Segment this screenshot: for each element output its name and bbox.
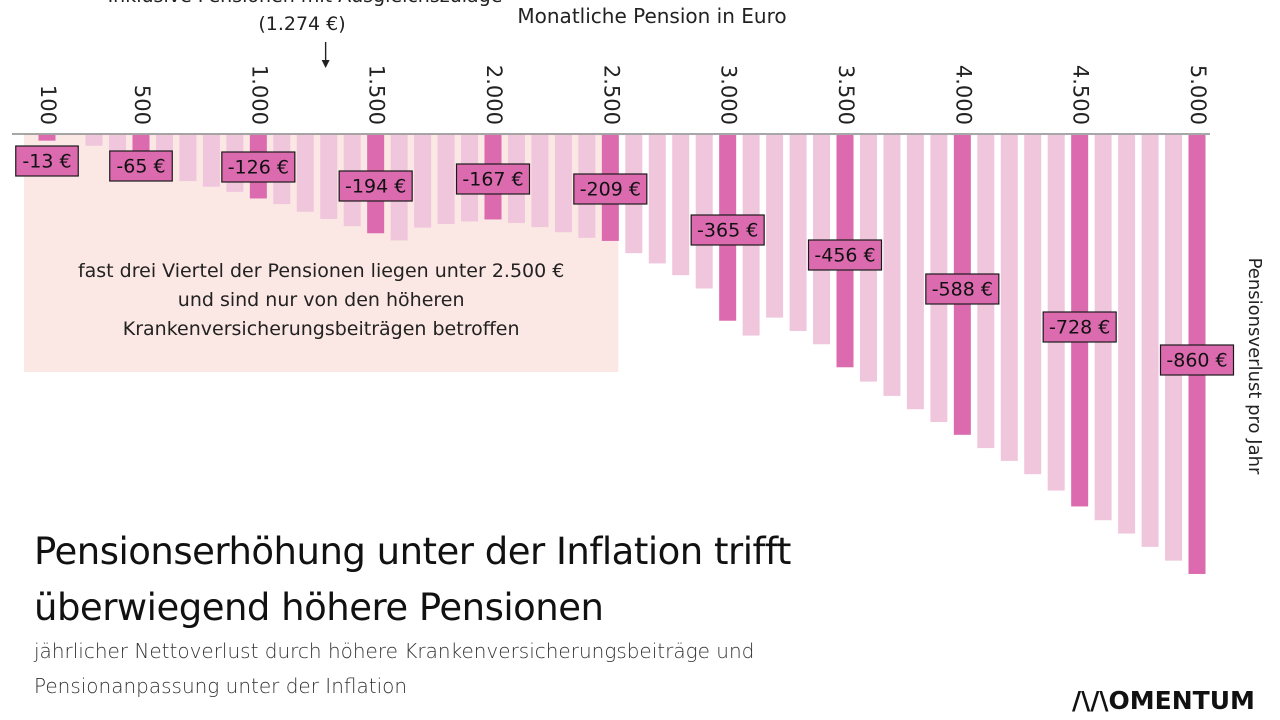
- x-tick-label: 2.000: [482, 65, 506, 125]
- bar: [1024, 135, 1042, 475]
- data-label-text: -194 €: [345, 176, 406, 198]
- data-label: -209 €: [573, 173, 648, 205]
- data-label-box: [807, 239, 883, 271]
- bar: [906, 135, 924, 410]
- bar: [296, 135, 314, 212]
- bar: [883, 135, 901, 396]
- shaded-region-text: und sind nur von den höheren: [178, 289, 465, 311]
- data-label: -126 €: [221, 151, 296, 183]
- bar: [437, 135, 455, 225]
- bar: [672, 135, 690, 276]
- x-tick-label: 3.000: [717, 65, 741, 125]
- bar: [85, 135, 103, 146]
- data-label: -65 €: [109, 150, 173, 182]
- bar: [1118, 135, 1136, 534]
- bar: [109, 135, 126, 152]
- data-label-text: -209 €: [580, 179, 641, 201]
- bar: [1141, 135, 1159, 547]
- data-label: -728 €: [1042, 311, 1117, 343]
- bar: [554, 135, 572, 233]
- momentum-logo: /\/\OMENTUM: [1072, 686, 1255, 715]
- bar-highlight: [38, 135, 56, 141]
- data-label: -167 €: [455, 163, 531, 195]
- data-label: -13 €: [15, 145, 79, 177]
- data-label-box: [925, 273, 1000, 305]
- data-label: -365 €: [690, 214, 765, 246]
- bar: [695, 135, 713, 289]
- bar: [789, 135, 807, 331]
- marker-annotation-text: Inklusive Pensionen mit Ausgleichszulage: [108, 0, 503, 7]
- shaded-region-text: Krankenversicherungsbeiträgen betroffen: [123, 318, 520, 340]
- x-tick-label: 3.500: [834, 65, 858, 125]
- data-label-box: [109, 150, 173, 182]
- bar: [1000, 135, 1018, 461]
- bar: [202, 135, 220, 187]
- data-label-box: [1042, 311, 1117, 343]
- x-tick-label: 4.000: [951, 65, 975, 125]
- x-tick-label: 5.000: [1186, 65, 1210, 125]
- data-label-text: -365 €: [697, 220, 758, 242]
- bar: [531, 135, 549, 228]
- bar: [320, 135, 338, 219]
- bar: [179, 135, 197, 182]
- data-label-box: [690, 214, 765, 246]
- data-label-box: [573, 173, 648, 205]
- x-tick-label: 4.500: [1069, 65, 1093, 125]
- x-tick-label: 2.500: [599, 65, 623, 125]
- data-label: -588 €: [925, 273, 1000, 305]
- data-label-text: -728 €: [1049, 317, 1110, 339]
- x-tick-label: 100: [36, 85, 60, 125]
- x-tick-label: 500: [130, 85, 154, 125]
- data-label: -860 €: [1159, 344, 1235, 376]
- chart-title: Pensionserhöhung unter der Inflation tri…: [34, 530, 791, 629]
- data-label-box: [15, 145, 79, 177]
- data-label-box: [1159, 344, 1235, 376]
- chart-subtitle: jährlicher Nettoverlust durch höhere Kra…: [34, 639, 755, 698]
- bar: [648, 135, 666, 264]
- data-label-text: -167 €: [462, 169, 523, 191]
- x-tick-label: 1.500: [365, 65, 389, 125]
- data-label: -194 €: [338, 170, 413, 202]
- data-label-text: -456 €: [814, 245, 875, 267]
- data-label-text: -588 €: [932, 279, 993, 301]
- x-tick-label: 1.000: [247, 65, 271, 125]
- data-label-text: -126 €: [228, 157, 289, 179]
- data-label-box: [455, 163, 531, 195]
- x-axis-title: Monatliche Pension in Euro: [517, 4, 786, 28]
- bar: [766, 135, 784, 318]
- data-label-text: -13 €: [22, 151, 71, 173]
- bar: [414, 135, 432, 228]
- marker-annotation-text: (1.274 €): [258, 13, 345, 35]
- y-axis-title: Pensionsverlust pro Jahr: [1244, 258, 1265, 475]
- shaded-region-text: fast drei Viertel der Pensionen liegen u…: [78, 260, 564, 282]
- data-label-box: [338, 170, 413, 202]
- data-label-text: -860 €: [1166, 350, 1227, 372]
- data-label-text: -65 €: [116, 156, 165, 178]
- marker-arrow-head: [321, 60, 330, 68]
- data-label-box: [221, 151, 296, 183]
- data-label: -456 €: [807, 239, 883, 271]
